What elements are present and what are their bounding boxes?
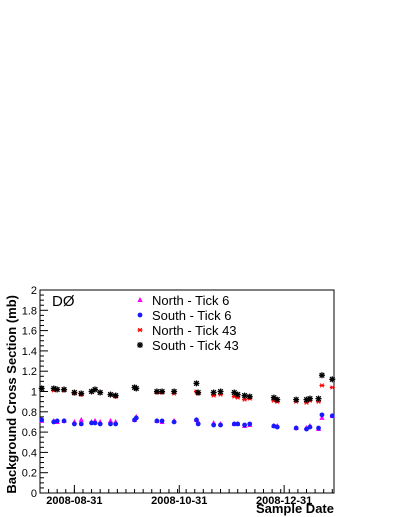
y-tick-label: 1.8 [22,305,37,317]
point-south-tick-43 [54,386,61,393]
point-south-tick-6 [231,421,237,427]
point-south-tick-43 [306,395,313,402]
point-south-tick-43 [78,390,85,397]
point-south-tick-43 [293,396,300,403]
point-south-tick-6 [195,421,201,427]
legend-marker-south-tick-6 [137,312,143,318]
x-axis: 2008-08-31 2008-10-31 2008-12-31 [39,485,333,507]
legend-marker-north-tick-43 [137,327,143,333]
point-south-tick-6 [159,418,165,424]
y-tick-label: 0.2 [22,468,37,480]
point-south-tick-43 [61,386,68,393]
point-south-tick-43 [274,396,281,403]
y-axis: 0 0.2 0.4 0.6 0.8 1 1.2 1.4 1.6 1.8 2 [22,285,48,500]
point-south-tick-6 [97,421,103,427]
point-south-tick-6 [171,419,177,425]
point-south-tick-43 [318,372,325,379]
point-south-tick-43 [38,385,45,392]
point-south-tick-43 [329,376,336,383]
point-south-tick-6 [89,420,94,426]
point-south-tick-6 [242,422,247,428]
y-axis-title: Background Cross Section (mb) [4,295,19,494]
point-south-tick-6 [92,420,98,426]
y-tick-label: 0.8 [22,407,37,419]
point-south-tick-43 [171,388,178,395]
y-tick-label: 1.4 [22,346,37,358]
point-south-tick-6 [133,415,139,421]
y-tick-label: 0.6 [22,427,37,439]
point-south-tick-6 [113,421,119,427]
point-north-tick-43 [329,385,335,390]
legend-label-south-tick-43: South - Tick 43 [152,338,239,353]
point-south-tick-6 [39,417,45,423]
x-tick-label: 2008-12-31 [256,495,312,507]
point-south-tick-43 [112,392,119,399]
point-south-tick-43 [92,386,99,393]
point-south-tick-6 [307,424,313,430]
point-south-tick-6 [78,421,84,427]
data-points [38,372,336,432]
point-south-tick-6 [211,422,217,428]
y-tick-label: 0.4 [22,447,37,459]
point-south-tick-43 [246,393,253,400]
point-south-tick-43 [159,388,166,395]
point-south-tick-6 [247,421,253,427]
legend-label-north-tick-43: North - Tick 43 [152,323,237,338]
point-south-tick-6 [194,417,199,423]
y-tick-label: 2 [31,285,37,297]
point-south-tick-43 [193,380,200,387]
legend-marker-south-tick-43 [137,342,143,348]
point-south-tick-43 [107,391,114,398]
point-south-tick-43 [195,389,202,396]
point-south-tick-43 [71,389,78,396]
point-south-tick-6 [274,424,280,430]
point-south-tick-43 [210,389,217,396]
point-south-tick-6 [218,422,223,428]
experiment-label: DØ [52,293,75,310]
point-north-tick-43 [242,397,248,402]
point-south-tick-6 [61,418,67,424]
x-tick-label: 2008-08-31 [46,495,102,507]
point-south-tick-6 [108,421,113,427]
point-south-tick-43 [97,389,104,396]
y-tick-label: 0 [31,488,37,500]
point-south-tick-6 [319,412,325,418]
point-south-tick-6 [316,425,321,431]
point-south-tick-6 [293,425,299,431]
legend-label-south-tick-6: South - Tick 6 [152,308,231,323]
point-north-tick-6 [78,416,84,422]
y-tick-label: 1.6 [22,326,37,338]
point-south-tick-43 [315,395,322,402]
point-south-tick-43 [241,392,248,399]
point-south-tick-43 [234,391,241,398]
point-south-tick-43 [133,385,140,392]
point-south-tick-43 [217,388,224,395]
point-north-tick-6 [107,417,114,423]
legend-marker-north-tick-6 [137,297,143,302]
point-south-tick-6 [54,418,60,424]
x-tick-label: 2008-10-31 [151,495,207,507]
point-north-tick-43 [319,383,325,388]
point-south-tick-6 [329,413,335,419]
point-north-tick-6 [319,414,325,420]
point-south-tick-6 [71,421,77,427]
point-south-tick-6 [235,421,241,427]
y-tick-label: 1 [31,387,37,399]
legend-label-north-tick-6: North - Tick 6 [152,293,229,308]
point-south-tick-6 [154,418,160,424]
x-axis-title: Sample Date [256,501,334,516]
y-tick-label: 1.2 [22,366,37,378]
point-south-tick-43 [153,388,160,395]
